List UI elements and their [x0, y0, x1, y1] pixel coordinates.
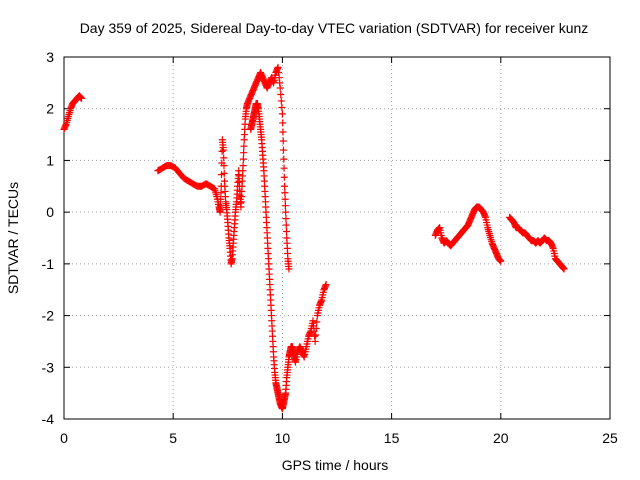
data-point [313, 318, 321, 326]
y-tick-label: -1 [42, 256, 55, 272]
y-tick-label: -3 [42, 359, 55, 375]
data-point [281, 182, 289, 190]
data-point [279, 146, 287, 154]
data-point [282, 221, 290, 229]
x-tick-label: 5 [169, 430, 177, 446]
data-point [278, 110, 286, 118]
y-tick-label: 0 [46, 204, 54, 220]
axis-ticks [63, 56, 611, 420]
data-point [279, 119, 287, 127]
data-point [282, 208, 290, 216]
data-point [311, 337, 319, 345]
data-point [276, 84, 284, 92]
x-tick-label: 25 [602, 430, 618, 446]
series-5 [506, 213, 568, 273]
data-point [280, 173, 288, 181]
data-point [239, 155, 247, 163]
data-point [77, 94, 85, 102]
series-2 [154, 63, 293, 273]
data-points [60, 63, 568, 413]
data-point [277, 97, 285, 105]
data-point [322, 281, 330, 289]
chart-title: Day 359 of 2025, Sidereal Day-to-day VTE… [80, 20, 589, 36]
data-point [279, 137, 287, 145]
x-tick-label: 15 [384, 430, 400, 446]
x-tick-labels: 0 5 10 15 20 25 [60, 430, 618, 446]
data-point [220, 154, 228, 162]
data-point [281, 195, 289, 203]
x-axis-label: GPS time / hours [282, 457, 389, 473]
y-axis-label: SDTVAR / TECUs [5, 182, 21, 294]
data-point [497, 257, 505, 265]
data-point [280, 164, 288, 172]
data-point [282, 215, 290, 223]
data-point [278, 103, 286, 111]
y-tick-labels: -4 -3 -2 -1 0 1 2 3 [42, 49, 55, 427]
data-point [218, 147, 226, 155]
plot-frame [63, 56, 611, 420]
series-1 [60, 92, 85, 133]
series-3 [247, 100, 330, 413]
data-point [277, 90, 285, 98]
data-point [312, 325, 320, 332]
data-point [220, 162, 228, 170]
data-point [280, 155, 288, 163]
x-tick-label: 10 [275, 430, 291, 446]
y-tick-label: -2 [42, 308, 55, 324]
data-point [240, 142, 248, 150]
series-4 [431, 203, 505, 265]
data-point [281, 202, 289, 210]
data-point [220, 169, 228, 177]
data-point [240, 149, 248, 157]
x-tick-label: 20 [493, 430, 509, 446]
data-point [217, 189, 225, 197]
y-tick-label: 2 [46, 101, 54, 117]
y-tick-label: -4 [42, 411, 55, 427]
data-point [312, 331, 320, 339]
data-point [216, 208, 224, 216]
data-point [279, 128, 287, 136]
data-point [239, 162, 247, 170]
y-tick-label: 1 [46, 152, 54, 168]
y-tick-label: 3 [46, 49, 54, 65]
data-point [282, 228, 290, 236]
data-point [560, 265, 568, 273]
x-tick-label: 0 [60, 430, 68, 446]
data-point [217, 195, 225, 203]
data-point [285, 265, 293, 273]
data-point [281, 189, 289, 197]
data-point [219, 146, 227, 154]
